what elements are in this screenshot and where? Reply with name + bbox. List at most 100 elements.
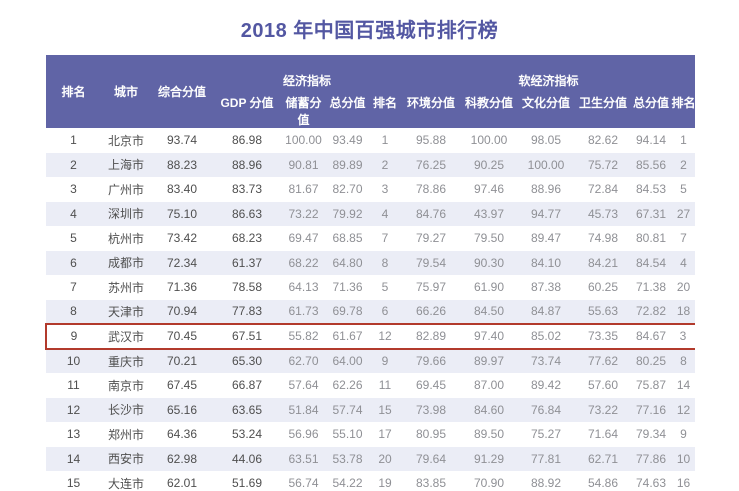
header-health-score: 卫生分值 xyxy=(575,91,632,128)
cell-env: 75.97 xyxy=(416,280,447,295)
cell-sci_edu: 97.46 xyxy=(474,182,505,197)
cell-gdp: 88.96 xyxy=(213,152,281,177)
cell-econ_rank: 17 xyxy=(378,427,392,442)
cell-econ_rank: 20 xyxy=(369,446,402,471)
cell-culture: 76.84 xyxy=(517,397,576,422)
cell-overall: 70.21 xyxy=(151,348,213,373)
cell-econ_total: 64.80 xyxy=(326,250,369,275)
cell-savings: 56.74 xyxy=(288,476,319,491)
cell-health: 71.64 xyxy=(588,427,619,442)
header-sub-row: GDP 分值 储蓄分值 总分值 排名 环境分值 科教分值 文化分值 卫生分值 总… xyxy=(46,91,695,128)
cell-health: 82.62 xyxy=(588,133,619,148)
cell-sci_edu: 61.90 xyxy=(474,280,505,295)
cell-env: 80.95 xyxy=(416,427,447,442)
header-group-soft-economic: 软经济指标 xyxy=(401,55,695,91)
cell-gdp: 65.30 xyxy=(213,348,281,373)
cell-gdp: 68.23 xyxy=(231,231,263,246)
cell-soft_total: 84.67 xyxy=(631,323,672,350)
cell-soft_total: 79.34 xyxy=(636,427,667,442)
header-gdp-score: GDP 分值 xyxy=(213,91,281,128)
cell-health: 45.73 xyxy=(575,201,632,226)
cell-overall: 72.34 xyxy=(151,250,213,275)
cell-city: 天津市 xyxy=(101,299,151,324)
cell-soft_rank: 1 xyxy=(680,133,687,148)
cell-savings: 57.64 xyxy=(288,378,319,393)
header-culture-score: 文化分值 xyxy=(517,91,576,128)
cell-savings: 56.96 xyxy=(288,427,319,442)
table-row: 10 重庆市 70.21 65.30 62.70 64.00 9 79.66 89.97 73.7… xyxy=(46,348,695,373)
cell-savings: 51.84 xyxy=(281,397,326,422)
cell-savings: 69.47 xyxy=(288,231,319,246)
cell-rank: 6 xyxy=(46,250,101,275)
cell-soft_rank: 2 xyxy=(671,152,695,177)
cell-culture: 73.74 xyxy=(517,348,576,373)
cell-city: 成都市 xyxy=(101,250,151,275)
cell-culture: 84.87 xyxy=(517,299,576,324)
cell-city: 深圳市 xyxy=(101,201,151,226)
cell-soft_total: 94.14 xyxy=(636,133,667,148)
cell-city: 重庆市 xyxy=(101,348,151,373)
cell-econ_total: 79.92 xyxy=(326,201,369,226)
cell-health: 75.72 xyxy=(575,152,632,177)
cell-soft_rank: 7 xyxy=(680,231,687,246)
cell-rank: 1 xyxy=(70,133,77,148)
cell-overall: 73.42 xyxy=(166,231,198,246)
cell-overall: 83.40 xyxy=(166,182,198,197)
cell-city: 大连市 xyxy=(107,476,144,491)
cell-sci_edu: 90.30 xyxy=(461,250,518,275)
cell-sci_edu: 89.50 xyxy=(474,427,505,442)
cell-gdp: 86.63 xyxy=(213,201,281,226)
cell-gdp: 51.69 xyxy=(231,476,263,491)
cell-culture: 87.38 xyxy=(531,280,562,295)
cell-soft_total: 77.86 xyxy=(631,446,672,471)
cell-rank: 4 xyxy=(46,201,101,226)
cell-gdp: 78.58 xyxy=(231,280,263,295)
cell-culture: 98.05 xyxy=(531,133,562,148)
cell-culture: 89.47 xyxy=(531,231,562,246)
cell-econ_rank: 19 xyxy=(378,476,392,491)
cell-env: 79.64 xyxy=(401,446,462,471)
cell-health: 54.86 xyxy=(588,476,619,491)
cell-env: 83.85 xyxy=(416,476,447,491)
cell-culture: 77.81 xyxy=(517,446,576,471)
cell-savings: 81.67 xyxy=(288,182,319,197)
table-row: 13 郑州市 64.36 53.24 56.96 55.10 17 80.95 89.50 75.… xyxy=(46,422,695,447)
cell-overall: 93.74 xyxy=(166,133,198,148)
cell-econ_total: 54.22 xyxy=(332,476,363,491)
header-econ-rank: 排名 xyxy=(369,91,402,128)
cell-env: 84.76 xyxy=(401,201,462,226)
table-row: 3 广州市 83.40 83.73 81.67 82.70 3 78.86 97.46 88.96… xyxy=(46,177,695,202)
cell-health: 73.22 xyxy=(575,397,632,422)
cell-soft_rank: 9 xyxy=(680,427,687,442)
cell-culture: 75.27 xyxy=(531,427,562,442)
cell-env: 66.26 xyxy=(401,299,462,324)
cell-econ_total: 89.89 xyxy=(326,152,369,177)
cell-health: 84.21 xyxy=(575,250,632,275)
ranking-table-wrap: 排名 城市 综合分值 经济指标 软经济指标 GDP 分值 储蓄分值 总分值 排名… xyxy=(45,55,695,491)
table-row: 15 大连市 62.01 51.69 56.74 54.22 19 83.85 70.90 88.… xyxy=(46,471,695,491)
cell-soft_rank: 14 xyxy=(676,378,691,393)
cell-soft_total: 84.53 xyxy=(636,182,667,197)
cell-gdp: 63.65 xyxy=(213,397,281,422)
cell-savings: 100.00 xyxy=(285,133,322,148)
table-row: 11 南京市 67.45 66.87 57.64 62.26 11 69.45 87.00 89.… xyxy=(46,373,695,398)
cell-rank: 11 xyxy=(67,378,80,393)
cell-econ_total: 93.49 xyxy=(332,133,363,148)
cell-env: 79.54 xyxy=(401,250,462,275)
cell-soft_rank: 12 xyxy=(671,397,695,422)
cell-econ_rank: 3 xyxy=(381,182,389,197)
cell-sci_edu: 89.97 xyxy=(461,348,518,373)
cell-sci_edu: 90.25 xyxy=(461,152,518,177)
cell-gdp: 77.83 xyxy=(213,299,281,324)
header-sci-edu-score: 科教分值 xyxy=(461,91,518,128)
cell-sci_edu: 84.50 xyxy=(461,299,518,324)
cell-overall: 88.23 xyxy=(151,152,213,177)
cell-econ_rank: 12 xyxy=(369,323,402,350)
header-group-economic: 经济指标 xyxy=(213,55,402,91)
cell-econ_rank: 2 xyxy=(369,152,402,177)
table-body: 1 北京市 93.74 86.98 100.00 93.49 1 95.88 100.00 98.… xyxy=(45,128,695,491)
cell-soft_rank: 10 xyxy=(671,446,695,471)
cell-city: 杭州市 xyxy=(107,231,144,246)
cell-city: 郑州市 xyxy=(107,427,144,442)
cell-soft_total: 80.25 xyxy=(631,348,672,373)
